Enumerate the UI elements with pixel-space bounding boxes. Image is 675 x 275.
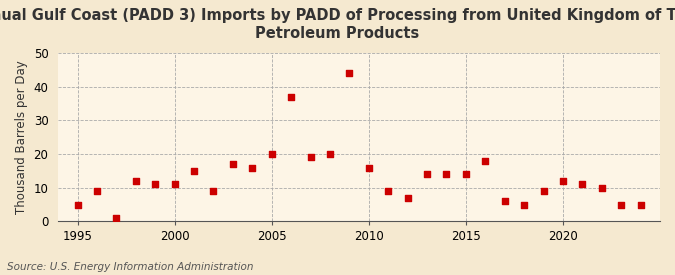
Point bbox=[92, 189, 103, 193]
Point bbox=[325, 152, 335, 156]
Text: Annual Gulf Coast (PADD 3) Imports by PADD of Processing from United Kingdom of : Annual Gulf Coast (PADD 3) Imports by PA… bbox=[0, 8, 675, 41]
Text: Source: U.S. Energy Information Administration: Source: U.S. Energy Information Administ… bbox=[7, 262, 253, 272]
Point bbox=[441, 172, 452, 177]
Point bbox=[188, 169, 199, 173]
Point bbox=[111, 216, 122, 220]
Point bbox=[616, 202, 626, 207]
Point bbox=[577, 182, 588, 187]
Point bbox=[538, 189, 549, 193]
Point bbox=[344, 71, 355, 75]
Point bbox=[558, 179, 568, 183]
Point bbox=[150, 182, 161, 187]
Point bbox=[363, 165, 374, 170]
Point bbox=[596, 186, 607, 190]
Point bbox=[247, 165, 258, 170]
Point bbox=[500, 199, 510, 204]
Point bbox=[518, 202, 529, 207]
Point bbox=[130, 179, 141, 183]
Point bbox=[305, 155, 316, 160]
Point bbox=[169, 182, 180, 187]
Point bbox=[480, 159, 491, 163]
Point bbox=[208, 189, 219, 193]
Point bbox=[227, 162, 238, 166]
Point bbox=[72, 202, 83, 207]
Point bbox=[422, 172, 433, 177]
Point bbox=[267, 152, 277, 156]
Y-axis label: Thousand Barrels per Day: Thousand Barrels per Day bbox=[15, 60, 28, 214]
Point bbox=[383, 189, 394, 193]
Point bbox=[286, 95, 296, 99]
Point bbox=[460, 172, 471, 177]
Point bbox=[402, 196, 413, 200]
Point bbox=[635, 202, 646, 207]
